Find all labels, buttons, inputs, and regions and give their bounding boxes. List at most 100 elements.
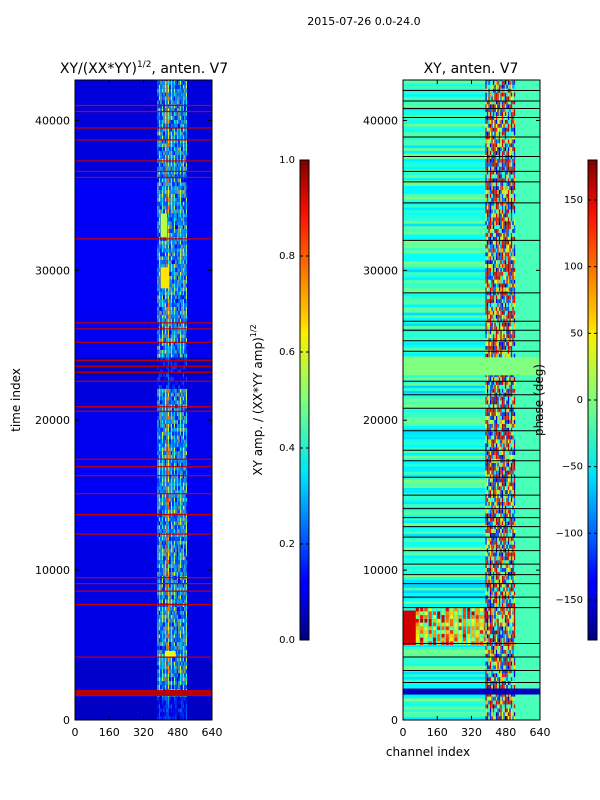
amplitude-panel: XY/(XX*YY)1/2, anten. V7 0 160 320 480 64001… — [9, 60, 228, 739]
phase-cell — [486, 552, 489, 557]
amplitude-cell — [170, 661, 172, 666]
amplitude-colorbar-tick-label: 0.4 — [279, 443, 295, 454]
amplitude-cell — [166, 384, 168, 389]
amplitude-cell — [178, 536, 180, 541]
amplitude-cell — [184, 412, 186, 417]
amplitude-cell — [164, 322, 166, 327]
amplitude-cell — [163, 166, 165, 171]
amplitude-cell — [167, 513, 169, 518]
amplitude-cell — [158, 201, 160, 206]
amplitude-cell — [172, 115, 174, 120]
amplitude-cell — [184, 104, 186, 109]
amplitude-cell — [178, 318, 180, 323]
amplitude-cell — [182, 209, 184, 214]
amplitude-cell — [172, 431, 174, 436]
phase-cell — [507, 532, 510, 537]
phase-hot-cell — [462, 637, 466, 642]
phase-stripe — [403, 471, 486, 475]
phase-cell — [507, 716, 510, 720]
phase-cell — [506, 712, 508, 717]
phase-hot-cell — [454, 637, 458, 642]
amplitude-cell — [182, 310, 184, 315]
amplitude-cell — [170, 151, 172, 155]
amplitude-cell — [176, 400, 178, 405]
phase-stripe — [403, 118, 486, 122]
phase-cell — [501, 677, 504, 682]
amplitude-cell — [161, 377, 163, 381]
amplitude-cell — [161, 579, 163, 584]
amplitude-cell — [161, 166, 163, 171]
amplitude-cell — [181, 482, 183, 487]
phase-cell — [506, 571, 508, 576]
amplitude-cell — [161, 353, 163, 358]
phase-cell — [491, 490, 493, 494]
amplitude-cell — [172, 599, 174, 604]
phase-cell — [494, 649, 496, 654]
amplitude-cell — [161, 170, 163, 175]
phase-cell — [501, 708, 504, 713]
phase-stripe — [403, 293, 486, 297]
amplitude-cell — [173, 295, 175, 300]
phase-cell — [491, 712, 493, 717]
amplitude-cell — [161, 532, 163, 537]
amplitude-cell — [176, 439, 178, 444]
amplitude-cell — [167, 544, 169, 549]
phase-cell — [509, 497, 511, 502]
phase-cell — [500, 583, 502, 588]
amplitude-cell — [166, 684, 168, 689]
phase-cell — [504, 493, 507, 498]
amplitude-cell — [172, 540, 174, 545]
amplitude-cell — [172, 419, 174, 424]
amplitude-cell — [167, 369, 169, 374]
phase-cell — [504, 657, 507, 662]
phase-stripe — [403, 102, 486, 105]
phase-cell — [503, 579, 505, 584]
amplitude-cell — [173, 190, 175, 194]
phase-stripe — [403, 266, 486, 270]
amplitude-cell — [157, 115, 159, 120]
phase-cell — [500, 610, 502, 615]
phase-cell — [498, 560, 501, 565]
amplitude-cell — [160, 162, 162, 167]
phase-hot-cell — [424, 637, 428, 642]
amplitude-cell — [160, 618, 162, 623]
amplitude-cell — [172, 525, 174, 530]
phase-cell — [504, 626, 507, 631]
amplitude-cell — [182, 228, 184, 233]
amplitude-cell — [157, 108, 159, 113]
amplitude-cell — [157, 673, 159, 678]
phase-cell — [500, 505, 502, 510]
amplitude-cell — [161, 708, 163, 713]
amplitude-cell — [158, 345, 160, 350]
amplitude-cell — [169, 228, 171, 233]
amplitude-cell — [167, 256, 169, 261]
amplitude-cell — [167, 162, 169, 167]
amplitude-cell — [182, 505, 184, 510]
amplitude-cell — [184, 501, 186, 506]
phase-hot-cell — [441, 633, 445, 638]
amplitude-cell — [166, 587, 168, 592]
amplitude-cell — [178, 470, 180, 475]
amplitude-cell — [176, 115, 178, 120]
amplitude-cell — [182, 392, 184, 397]
amplitude-cell — [172, 303, 174, 307]
amplitude-cell — [169, 501, 171, 506]
phase-hot-cell — [432, 626, 436, 631]
amplitude-cell — [181, 240, 183, 245]
phase-cell — [492, 645, 495, 650]
phase-stripe — [403, 164, 486, 167]
phase-hot-cell — [428, 622, 432, 627]
phase-cell — [513, 564, 516, 569]
amplitude-cell — [157, 338, 159, 342]
amplitude-cell — [166, 170, 168, 175]
amplitude-cell — [161, 716, 163, 720]
amplitude-cell — [160, 244, 162, 249]
phase-cell — [501, 529, 504, 533]
amplitude-cell — [164, 451, 166, 456]
amplitude-cell — [181, 490, 183, 494]
amplitude-cell — [173, 193, 175, 198]
amplitude-cell — [167, 618, 169, 623]
amplitude-cell — [175, 517, 177, 522]
phase-cell — [491, 665, 493, 670]
amplitude-cell — [176, 190, 178, 194]
